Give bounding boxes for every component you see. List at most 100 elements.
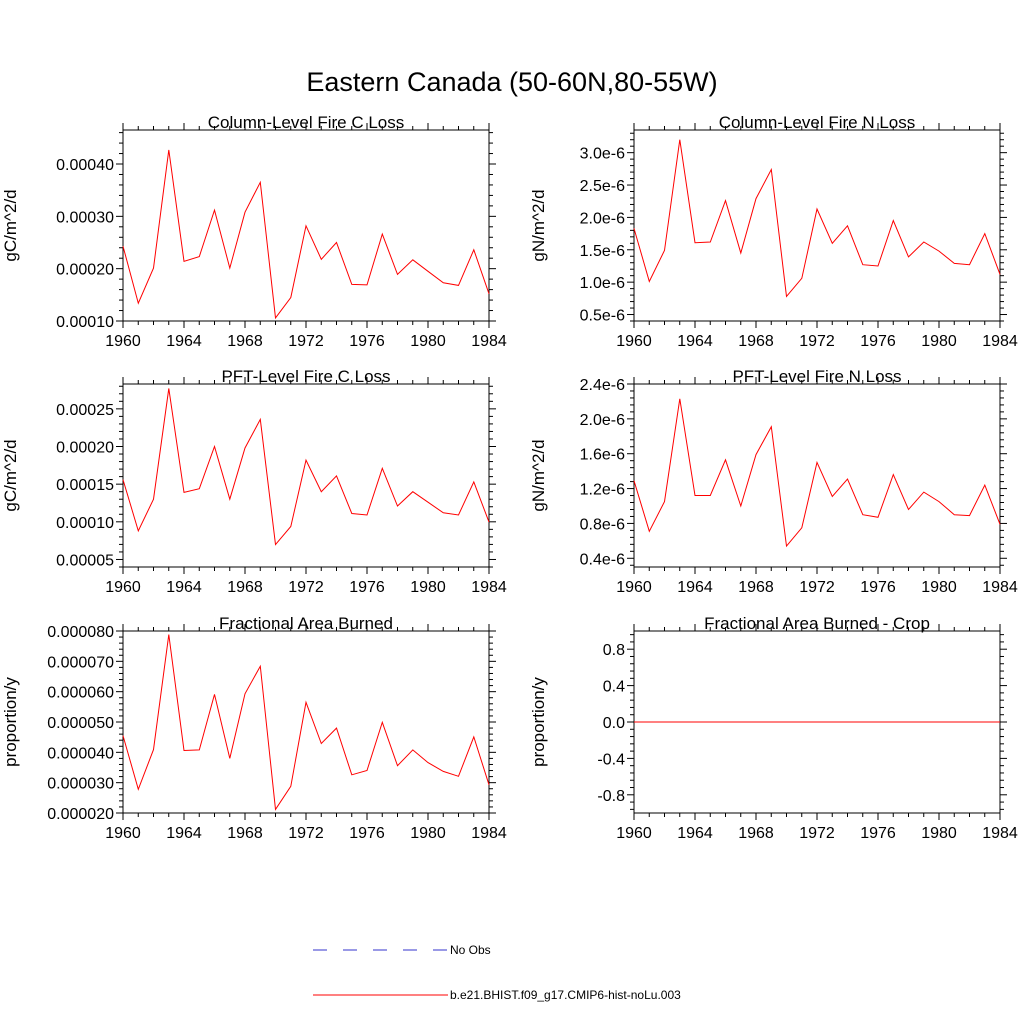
data-point [816,208,818,210]
data-point [648,281,650,283]
data-point [831,243,833,245]
data-point [305,701,307,703]
data-point [183,492,185,494]
y-tick-label: 0.4 [603,679,625,696]
x-tick-label: 1972 [799,825,835,842]
data-point [275,317,277,319]
data-point [755,721,757,723]
x-tick-label: 1984 [982,333,1018,350]
plot-frame [122,630,490,814]
data-point [999,524,1001,526]
series-line [633,398,1001,548]
legend-label-model: b.e21.BHIST.f09_g17.CMIP6-hist-noLu.003 [450,988,681,1002]
x-tick-label: 1972 [288,333,324,350]
data-point [397,274,399,276]
y-tick-label: 0.0 [603,715,625,732]
x-tick-label: 1976 [860,333,896,350]
x-tick-label: 1984 [982,579,1018,596]
y-tick-label: 0.00015 [56,477,114,494]
y-axis-label: proportion/y [529,677,548,767]
data-point [229,498,231,500]
data-point [183,261,185,263]
data-point [648,721,650,723]
data-point [168,634,170,636]
plot-frame [122,383,490,568]
x-tick-label: 1976 [349,579,385,596]
data-point [725,721,727,723]
x-tick-label: 1960 [105,333,141,350]
data-point [740,505,742,507]
y-tick-label: 1.2e-6 [580,482,625,499]
data-point [969,721,971,723]
data-point [488,293,490,295]
y-tick-label: 0.00020 [56,262,114,279]
x-tick-label: 1960 [616,333,652,350]
data-point [458,775,460,777]
data-point [442,282,444,284]
chart-panel-6: Fractional Area Burned - Crop proportion/… [529,614,1018,842]
y-axis-label: gC/m^2/d [1,439,20,511]
legend: No Obs b.e21.BHIST.f09_g17.CMIP6-hist-no… [313,943,681,1002]
x-tick-label: 1964 [166,825,202,842]
x-tick-label: 1964 [677,825,713,842]
data-point [244,211,246,213]
y-tick-label: 3.0e-6 [580,146,625,163]
x-tick-label: 1960 [616,825,652,842]
chart-panel-4: PFT-Level Fire N Loss gN/m^2/d 1960 1964 196… [529,367,1018,596]
data-point [664,501,666,503]
data-point [923,721,925,723]
x-tick-label: 1960 [105,825,141,842]
data-point [351,284,353,286]
data-point [137,302,139,304]
data-point [984,721,986,723]
x-tick-label: 1972 [288,579,324,596]
data-point [847,478,849,480]
y-tick-label: 2.0e-6 [580,210,625,227]
data-point [183,750,185,752]
series-line [122,634,490,811]
series-line [633,139,1001,298]
data-point [770,721,772,723]
data-point [442,512,444,514]
data-point [305,459,307,461]
data-point [892,474,894,476]
data-point [862,264,864,266]
data-point [214,209,216,211]
data-point [259,182,261,184]
y-tick-label: 1.5e-6 [580,243,625,260]
x-tick-label: 1980 [921,579,957,596]
data-point [488,784,490,786]
data-point [725,459,727,461]
x-tick-label: 1984 [982,825,1018,842]
data-point [694,495,696,497]
data-point [999,274,1001,276]
data-point [801,527,803,529]
data-point [694,242,696,244]
data-point [709,721,711,723]
data-point [427,762,429,764]
data-point [770,169,772,171]
y-tick-label: -0.8 [597,788,625,805]
data-point [290,526,292,528]
data-point [786,545,788,547]
data-point [366,514,368,516]
data-point [953,263,955,265]
data-point [122,245,124,247]
data-point [938,501,940,503]
y-tick-label: 0.00020 [56,440,114,457]
data-point [755,198,757,200]
data-point [999,721,1001,723]
data-point [664,721,666,723]
data-point [786,296,788,298]
data-point [198,256,200,258]
data-point [892,220,894,222]
data-point [442,771,444,773]
data-point [275,544,277,546]
data-point [679,721,681,723]
data-point [892,721,894,723]
panel-title: Fractional Area Burned [219,614,393,633]
y-tick-label: 0.000050 [47,715,114,732]
legend-label-no-obs: No Obs [450,943,491,957]
data-point [801,277,803,279]
y-tick-label: 0.00010 [56,515,114,532]
